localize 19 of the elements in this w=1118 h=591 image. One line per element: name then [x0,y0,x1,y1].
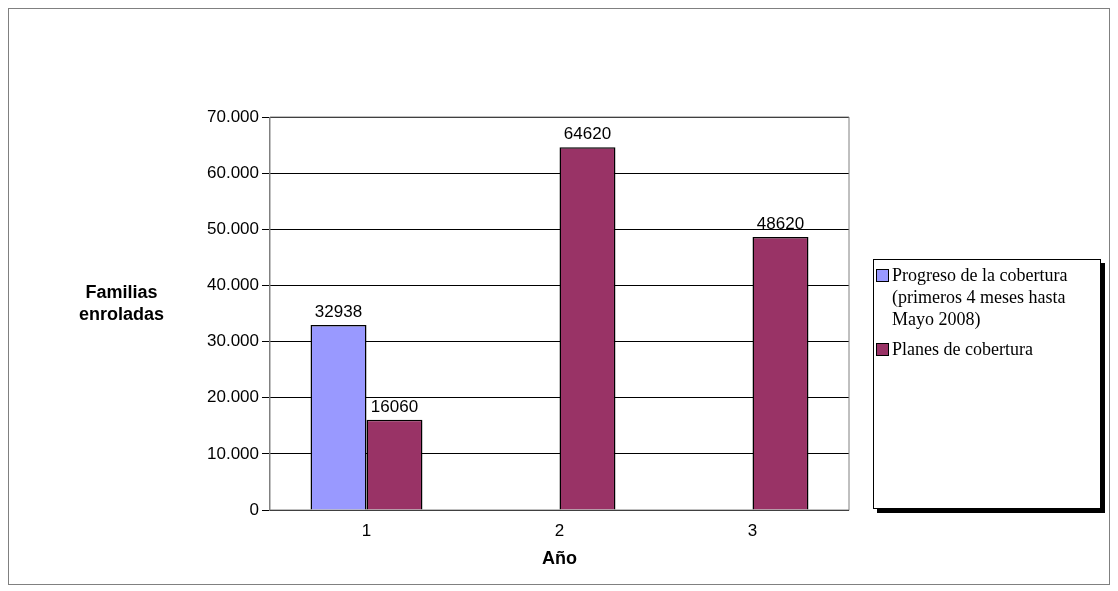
y-tick-label: 40.000 [207,275,259,295]
y-tick-label: 20.000 [207,387,259,407]
legend-label: Planes de cobertura [892,338,1033,360]
y-tick-label: 30.000 [207,331,259,351]
y-axis-title: Familias enroladas [77,281,165,325]
data-label: 16060 [370,397,419,417]
data-label: 48620 [756,214,805,234]
legend-label: Progreso de la cobertura (primeros 4 meses hasta Mayo 2008) [892,264,1069,330]
x-tick-label: 1 [361,520,372,540]
y-tick-label: 10.000 [207,443,259,463]
x-tick-label: 3 [747,520,758,540]
data-label: 64620 [563,124,612,144]
y-tick-label: 50.000 [207,218,259,238]
y-tick-label: 70.000 [207,106,259,126]
x-axis-title: Año [542,548,577,569]
x-tick-label: 2 [554,520,565,540]
y-tick-label: 0 [249,499,259,519]
data-label: 32938 [314,302,363,322]
y-tick-label: 60.000 [207,162,259,182]
